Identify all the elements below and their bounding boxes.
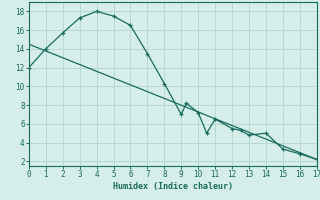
X-axis label: Humidex (Indice chaleur): Humidex (Indice chaleur) [113,182,233,191]
